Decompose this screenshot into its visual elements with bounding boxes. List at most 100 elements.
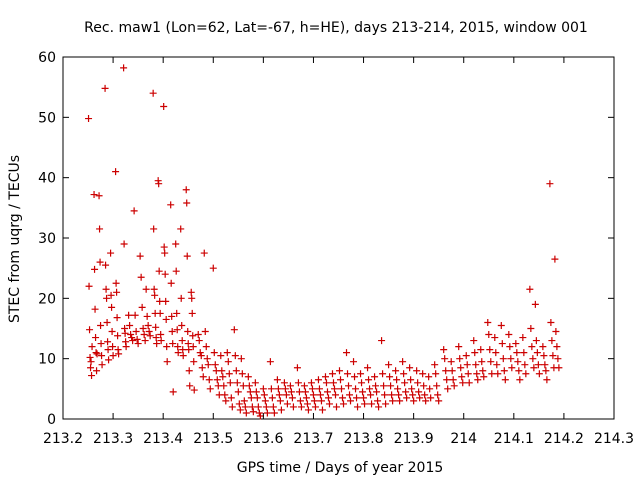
data-point [172,267,180,275]
x-tick-label: 214.1 [494,431,534,447]
data-point [332,403,340,411]
data-point [162,315,170,323]
data-point [210,349,218,357]
x-tick-label: 213.2 [43,431,83,447]
data-point [337,376,345,384]
data-point [421,391,429,399]
data-point [414,379,422,387]
data-point [218,367,226,375]
data-point [179,352,187,360]
data-point [163,358,171,366]
data-point [86,326,94,334]
data-point [459,379,467,387]
data-point [315,385,323,393]
data-point [512,340,520,348]
data-point [435,397,443,405]
data-point [471,349,479,357]
data-point [413,367,421,375]
data-point [160,102,168,110]
data-point [213,376,221,384]
data-point [242,409,250,417]
data-point [408,385,416,393]
data-point [520,349,528,357]
data-point [269,403,277,411]
data-point [500,367,508,375]
data-point [458,373,466,381]
data-point [551,255,559,263]
data-point [310,397,318,405]
data-point [474,376,482,384]
data-point [85,115,93,123]
data-point [382,400,390,408]
data-point [339,394,347,402]
data-point [109,343,117,351]
data-point [97,321,105,329]
data-point [381,391,389,399]
data-point [443,376,451,384]
x-tick-label: 214.3 [594,431,634,447]
data-point [316,391,324,399]
data-point [190,386,198,394]
data-point [161,270,169,278]
data-point [282,391,290,399]
data-point [125,311,133,319]
data-point [449,376,457,384]
data-point [530,364,538,372]
data-point [396,397,404,405]
data-point [492,349,500,357]
data-point [539,343,547,351]
data-point [194,331,202,339]
data-point [380,382,388,390]
x-tick-label: 213.9 [394,431,434,447]
data-point [204,361,212,369]
data-point [235,400,243,408]
y-tick-label: 40 [38,171,56,187]
data-point [120,64,128,72]
data-point [441,355,449,363]
data-point [174,343,182,351]
data-point [173,326,181,334]
data-point [156,309,164,317]
data-point [144,321,152,329]
x-tick-label: 213.8 [343,431,383,447]
y-tick-label: 30 [38,231,56,247]
data-point [224,358,232,366]
data-point [463,361,471,369]
data-point [138,303,146,311]
data-point [477,346,485,354]
data-point [188,309,196,317]
data-point [324,394,332,402]
data-point [178,337,186,345]
data-point [431,361,439,369]
data-point [226,379,234,387]
data-point [211,361,219,369]
data-point [273,376,281,384]
data-point [361,400,369,408]
data-point [185,346,193,354]
data-point [505,331,513,339]
data-point [174,349,182,357]
data-point [186,382,194,390]
data-point [98,352,106,360]
data-point [338,385,346,393]
data-point [447,358,455,366]
data-point [131,311,139,319]
data-point [322,379,330,387]
data-point [514,358,522,366]
data-point [352,385,360,393]
data-point [448,367,456,375]
data-point [178,321,186,329]
data-point [294,379,302,387]
data-point [197,352,205,360]
data-point [173,309,181,317]
data-point [183,252,191,260]
data-point [200,249,208,257]
data-point [182,186,190,194]
y-tick-label: 0 [47,412,56,428]
data-point [151,291,159,299]
data-point [190,358,198,366]
data-point [295,388,303,396]
data-point [392,367,400,375]
data-point [103,294,111,302]
data-point [407,376,415,384]
